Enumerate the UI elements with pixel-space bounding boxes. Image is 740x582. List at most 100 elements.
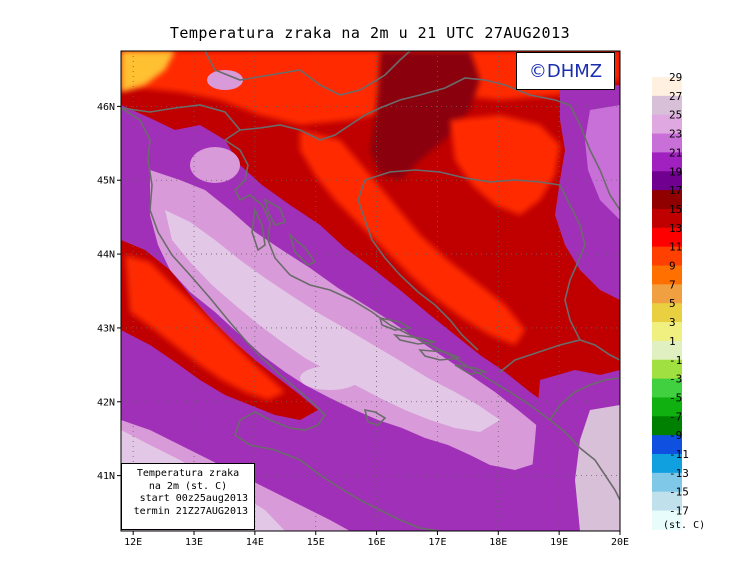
colorbar-swatch-14	[652, 340, 682, 361]
colorbar-label-23: -17	[669, 505, 689, 518]
lon-label-4: 16E	[368, 537, 386, 548]
lon-label-1: 13E	[185, 537, 203, 548]
island-cres	[251, 207, 266, 252]
border-croatia-bosnia-north	[364, 169, 561, 186]
colorbar-swatch-0	[652, 77, 682, 97]
field-east-pale	[585, 105, 620, 220]
colorbar-label-22: -15	[669, 486, 689, 499]
border-montenegro	[499, 339, 620, 373]
border-slovenia	[204, 51, 411, 96]
border-bosnia-serbia	[559, 184, 586, 341]
lon-label-5: 17E	[428, 537, 446, 548]
field-east-hot	[450, 115, 560, 215]
colorbar-label-11: 7	[669, 278, 676, 291]
colorbar-label-5: 19	[669, 165, 682, 178]
colorbar-swatch-9	[652, 246, 682, 266]
colorbar-swatch-22	[652, 491, 682, 512]
colorbar-swatch-7	[652, 208, 682, 229]
border-croatia-bosnia-west	[357, 179, 479, 351]
field-sea-pale	[165, 210, 500, 432]
colorbar-label-6: 17	[669, 184, 682, 197]
colorbar-label-18: -7	[669, 410, 682, 423]
colorbar-swatch-5	[652, 171, 682, 191]
lat-label-2: 44N	[97, 250, 115, 261]
colorbar-swatch-11	[652, 284, 682, 304]
field-spot-3	[300, 366, 360, 390]
colorbar-swatch-17	[652, 397, 682, 417]
lon-label-2: 14E	[246, 537, 264, 548]
field-spot-1	[207, 70, 243, 90]
colorbar-label-9: 11	[669, 241, 682, 254]
country-borders	[204, 51, 620, 421]
island-mljet	[454, 364, 489, 375]
colorbar-label-3: 23	[669, 128, 682, 141]
colorbar-swatch-1	[652, 95, 682, 116]
colorbar-label-17: -5	[669, 391, 682, 404]
field-inland-hot	[300, 130, 525, 345]
colorbar-label-19: -9	[669, 429, 682, 442]
lat-label-1: 45N	[97, 176, 115, 187]
colorbar-swatch-12	[652, 303, 682, 323]
field-se-pale	[575, 405, 620, 531]
colorbar-swatch-10	[652, 265, 682, 285]
info-line-2: na 2m (st. C)	[148, 480, 228, 492]
colorbar-label-20: -11	[669, 448, 689, 461]
field-italy-hot	[125, 255, 285, 400]
field-mountain	[370, 51, 480, 180]
colorbar-label-15: -1	[669, 354, 682, 367]
colorbar-swatch-18	[652, 416, 682, 436]
border-croatia-hungary	[379, 77, 571, 109]
lat-label-3: 43N	[97, 323, 115, 334]
colorbar-swatch-23	[652, 510, 682, 530]
colorbar-swatch-3	[652, 133, 682, 153]
lat-label-4: 42N	[97, 397, 115, 408]
colorbar: 29 27 25 23 21 19 17 15 13 11 9 7 5 3 1 -1 -3 -5 -7 -9 -11 -1…	[652, 71, 689, 530]
coastline-gargano	[363, 408, 387, 426]
colorbar-swatch-4	[652, 152, 682, 172]
colorbar-label-7: 15	[669, 203, 682, 216]
island-pag	[288, 232, 317, 266]
colorbar-label-21: -13	[669, 467, 689, 480]
colorbar-swatch-2	[652, 114, 682, 135]
field-north-hot	[121, 51, 620, 125]
colorbar-swatch-15	[652, 359, 682, 380]
map-title: Temperatura zraka na 2m u 21 UTC 27AUG20…	[169, 24, 571, 42]
coastline-italy-south	[234, 411, 441, 531]
colorbar-swatch-6	[652, 190, 682, 210]
island-hvar	[392, 333, 436, 345]
colorbar-label-4: 21	[669, 146, 682, 159]
colorbar-swatch-16	[652, 378, 682, 398]
temperature-field	[121, 51, 620, 531]
island-korcula	[418, 349, 461, 361]
plot-frame	[120, 50, 621, 532]
colorbar-label-0: 29	[669, 71, 682, 84]
border-croatia-slovenia	[239, 107, 381, 141]
colorbar-label-2: 25	[669, 109, 682, 122]
colorbar-label-10: 9	[669, 260, 676, 273]
colorbar-swatch-8	[652, 227, 682, 248]
info-line-1: Temperatura zraka	[136, 468, 240, 479]
colorbar-swatch-19	[652, 435, 682, 455]
island-krk	[263, 198, 287, 226]
info-box: Temperatura zraka na 2m (st. C) start 00…	[121, 463, 255, 530]
colorbar-label-14: 1	[669, 335, 676, 348]
lon-label-8: 20E	[611, 537, 629, 548]
colorbar-swatch-21	[652, 472, 682, 493]
colorbar-label-12: 5	[669, 297, 676, 310]
colorbar-label-1: 27	[669, 90, 682, 103]
colorbar-swatch-20	[652, 454, 682, 474]
lon-label-7: 19E	[550, 537, 568, 548]
field-north-hotspot	[121, 51, 175, 92]
island-brac	[378, 316, 413, 331]
lat-label-0: 46N	[97, 102, 115, 113]
longitude-axis: 12E 13E 14E 15E 16E 17E 18E 19E 20E	[124, 531, 629, 548]
dhmz-logo: ©DHMZ	[516, 52, 615, 90]
colorbar-swatch-13	[652, 322, 682, 342]
lat-label-5: 41N	[97, 471, 115, 482]
colorbar-label-13: 3	[669, 316, 676, 329]
coastline-italy-east	[121, 107, 327, 431]
border-albania	[549, 377, 620, 421]
lon-label-0: 12E	[124, 537, 142, 548]
lon-label-6: 18E	[489, 537, 507, 548]
